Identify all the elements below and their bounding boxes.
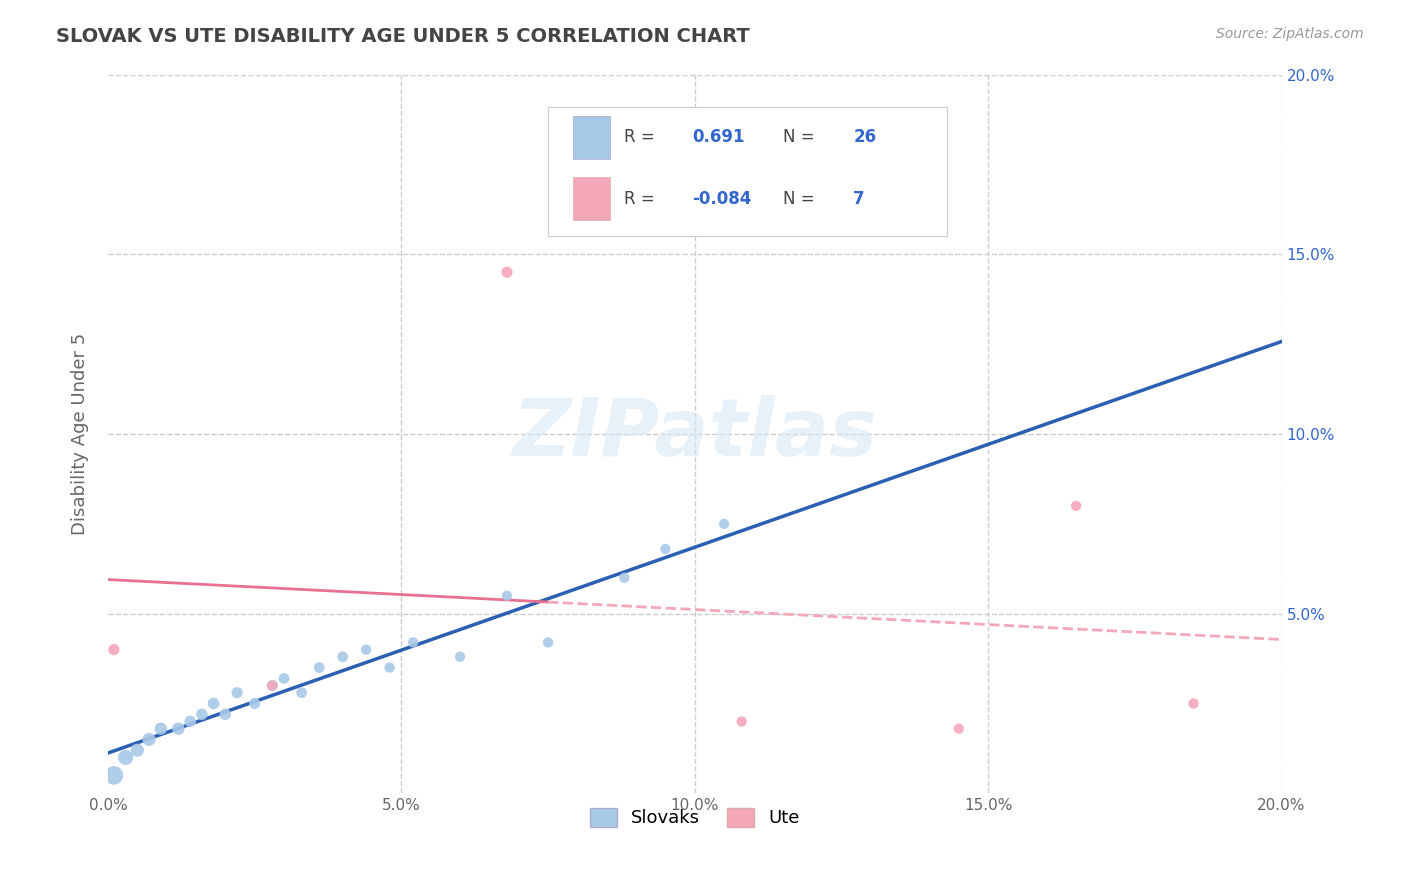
Point [202, 697, 225, 711]
Point [114, 750, 136, 764]
Text: 26: 26 [853, 128, 876, 146]
Point [273, 671, 295, 685]
Point [1182, 697, 1205, 711]
Text: SLOVAK VS UTE DISABILITY AGE UNDER 5 CORRELATION CHART: SLOVAK VS UTE DISABILITY AGE UNDER 5 COR… [56, 27, 749, 45]
Point [613, 571, 636, 585]
Point [103, 768, 125, 782]
Point [354, 642, 377, 657]
Point [1064, 499, 1087, 513]
Point [496, 265, 519, 279]
FancyBboxPatch shape [572, 178, 610, 219]
Point [948, 722, 970, 736]
Point [262, 679, 284, 693]
Text: 7: 7 [853, 189, 865, 208]
Point [291, 686, 314, 700]
Point [214, 707, 236, 722]
Point [179, 714, 201, 729]
Point [378, 660, 401, 674]
Text: -0.084: -0.084 [692, 189, 752, 208]
Point [731, 714, 754, 729]
Point [243, 697, 266, 711]
Point [308, 660, 330, 674]
Point [449, 649, 471, 664]
Point [226, 686, 249, 700]
Point [191, 707, 214, 722]
FancyBboxPatch shape [548, 107, 948, 236]
Text: Source: ZipAtlas.com: Source: ZipAtlas.com [1216, 27, 1364, 41]
Point [713, 516, 735, 531]
Point [402, 635, 425, 649]
Point [103, 642, 125, 657]
Text: 0.691: 0.691 [692, 128, 745, 146]
Text: N =: N = [783, 128, 820, 146]
Point [167, 722, 190, 736]
Text: ZIPatlas: ZIPatlas [512, 395, 877, 473]
FancyBboxPatch shape [572, 116, 610, 159]
Text: R =: R = [624, 128, 661, 146]
Text: N =: N = [783, 189, 820, 208]
Text: R =: R = [624, 189, 661, 208]
Point [332, 649, 354, 664]
Y-axis label: Disability Age Under 5: Disability Age Under 5 [72, 333, 89, 535]
Point [262, 679, 284, 693]
Legend: Slovaks, Ute: Slovaks, Ute [582, 801, 807, 835]
Point [654, 541, 676, 556]
Point [496, 589, 519, 603]
Point [537, 635, 560, 649]
Point [149, 722, 172, 736]
Point [127, 743, 149, 757]
Point [138, 732, 160, 747]
